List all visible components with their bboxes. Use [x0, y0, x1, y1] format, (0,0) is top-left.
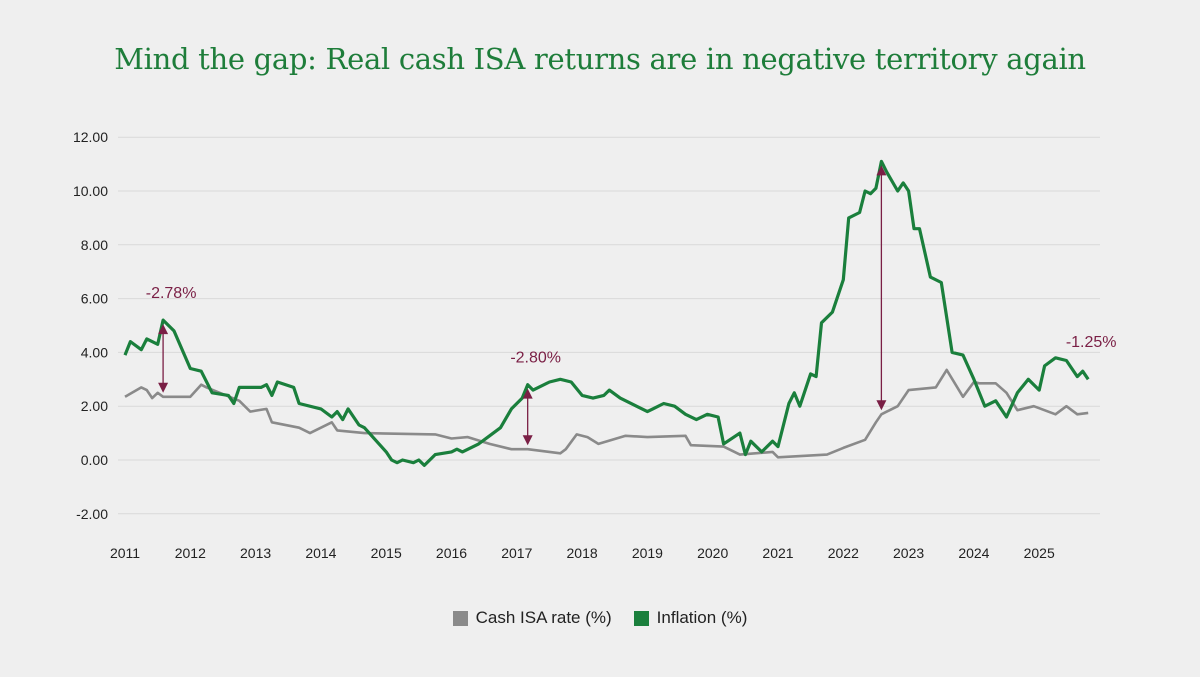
y-tick-label: 0.00	[81, 452, 108, 468]
legend-label: Cash ISA rate (%)	[475, 608, 612, 627]
x-tick-label: 2011	[110, 545, 140, 561]
legend: Cash ISA rate (%) Inflation (%)	[0, 608, 1200, 628]
gap-annotation-label: -1.25%	[1066, 334, 1117, 351]
chart-title: Mind the gap: Real cash ISA returns are …	[114, 42, 1086, 76]
gap-annotation-label: -2.80%	[510, 350, 561, 367]
inflation-line	[123, 159, 1090, 467]
x-tick-label: 2017	[501, 545, 532, 561]
x-tick-label: 2018	[567, 545, 598, 561]
x-tick-label: 2024	[958, 545, 989, 561]
legend-label: Inflation (%)	[656, 608, 748, 627]
legend-item-inflation: Inflation (%)	[633, 608, 748, 628]
x-tick-label: 2015	[371, 545, 402, 561]
arrow-up-icon	[522, 388, 533, 399]
legend-swatch-grey	[452, 610, 468, 626]
y-tick-label: 6.00	[81, 291, 108, 307]
arrow-down-icon	[876, 400, 887, 411]
legend-item-cash-isa: Cash ISA rate (%)	[452, 608, 612, 628]
arrow-up-icon	[876, 165, 887, 176]
cash-isa-line	[124, 368, 1089, 459]
x-tick-label: 2012	[175, 545, 206, 561]
x-tick-label: 2025	[1024, 545, 1055, 561]
legend-swatch-green	[633, 610, 649, 626]
x-tick-label: 2013	[240, 545, 271, 561]
arrow-down-icon	[158, 382, 169, 393]
arrow-down-icon	[522, 435, 533, 446]
gap-annotation-label: -2.78%	[146, 285, 197, 302]
x-tick-label: 2022	[828, 545, 859, 561]
y-tick-label: 12.00	[73, 129, 108, 145]
x-tick-label: 2020	[697, 545, 728, 561]
y-tick-label: 10.00	[73, 183, 108, 199]
y-tick-label: -2.00	[76, 506, 108, 522]
x-tick-label: 2019	[632, 545, 663, 561]
y-tick-label: 8.00	[81, 237, 108, 253]
arrow-up-icon	[158, 324, 169, 335]
x-tick-label: 2021	[762, 545, 793, 561]
x-tick-label: 2023	[893, 545, 924, 561]
y-tick-label: 4.00	[81, 344, 108, 360]
x-tick-label: 2014	[305, 545, 336, 561]
x-tick-label: 2016	[436, 545, 467, 561]
y-tick-label: 2.00	[81, 398, 108, 414]
